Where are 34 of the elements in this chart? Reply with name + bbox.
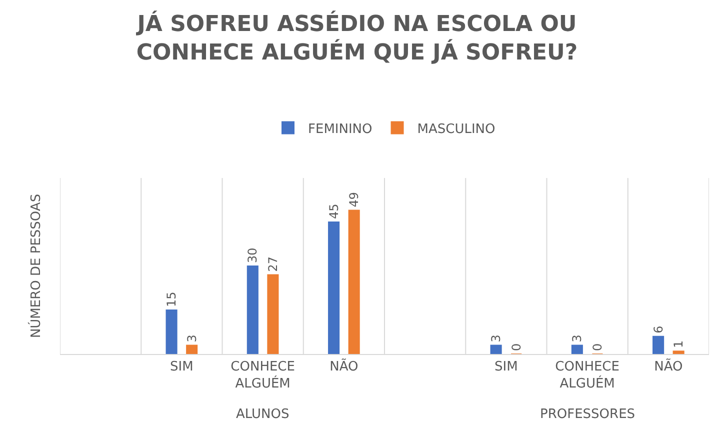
- data-label: 6: [651, 326, 666, 334]
- x-tick-label: NÃO: [654, 358, 683, 375]
- x-tick-label: NÃO: [330, 358, 358, 375]
- bar: [571, 344, 583, 354]
- data-label: 3: [570, 334, 584, 342]
- x-tick-label: SIM: [170, 360, 194, 375]
- data-label: 15: [164, 292, 179, 307]
- legend-label: FEMININO: [308, 122, 372, 137]
- chart-title: JÁ SOFREU ASSÉDIO NA ESCOLA OU CONHECE ALGUÉM QUE JÁ SOFREU?: [135, 10, 578, 66]
- legend-label: MASCULINO: [417, 122, 496, 137]
- data-label: 30: [246, 248, 260, 263]
- bar: [186, 344, 198, 354]
- data-label: 45: [326, 204, 341, 219]
- data-label: 49: [347, 192, 362, 208]
- text: ALUNOS: [236, 407, 290, 422]
- x-tick-label: SIM: [494, 360, 518, 375]
- bar: [490, 344, 502, 354]
- bar: [328, 222, 340, 354]
- y-axis-title: NÚMERO DE PESSOAS: [26, 194, 44, 338]
- x-tick-label: CONHECE ALGUÉM: [230, 360, 295, 392]
- x-tick-label: CONHECE ALGUÉM: [555, 360, 620, 392]
- data-label: 3: [489, 334, 504, 342]
- data-label: 0: [590, 343, 604, 351]
- data-label: 27: [266, 256, 280, 272]
- data-label: 0: [509, 343, 524, 351]
- bar: [246, 266, 258, 354]
- bar: [166, 310, 178, 354]
- data-label: 1: [672, 340, 686, 348]
- data-label: 3: [184, 334, 199, 342]
- bar: [652, 336, 664, 354]
- bar: [672, 350, 684, 354]
- text: PROFESSORES: [540, 407, 636, 422]
- bar: [348, 210, 360, 354]
- bar: [267, 274, 279, 354]
